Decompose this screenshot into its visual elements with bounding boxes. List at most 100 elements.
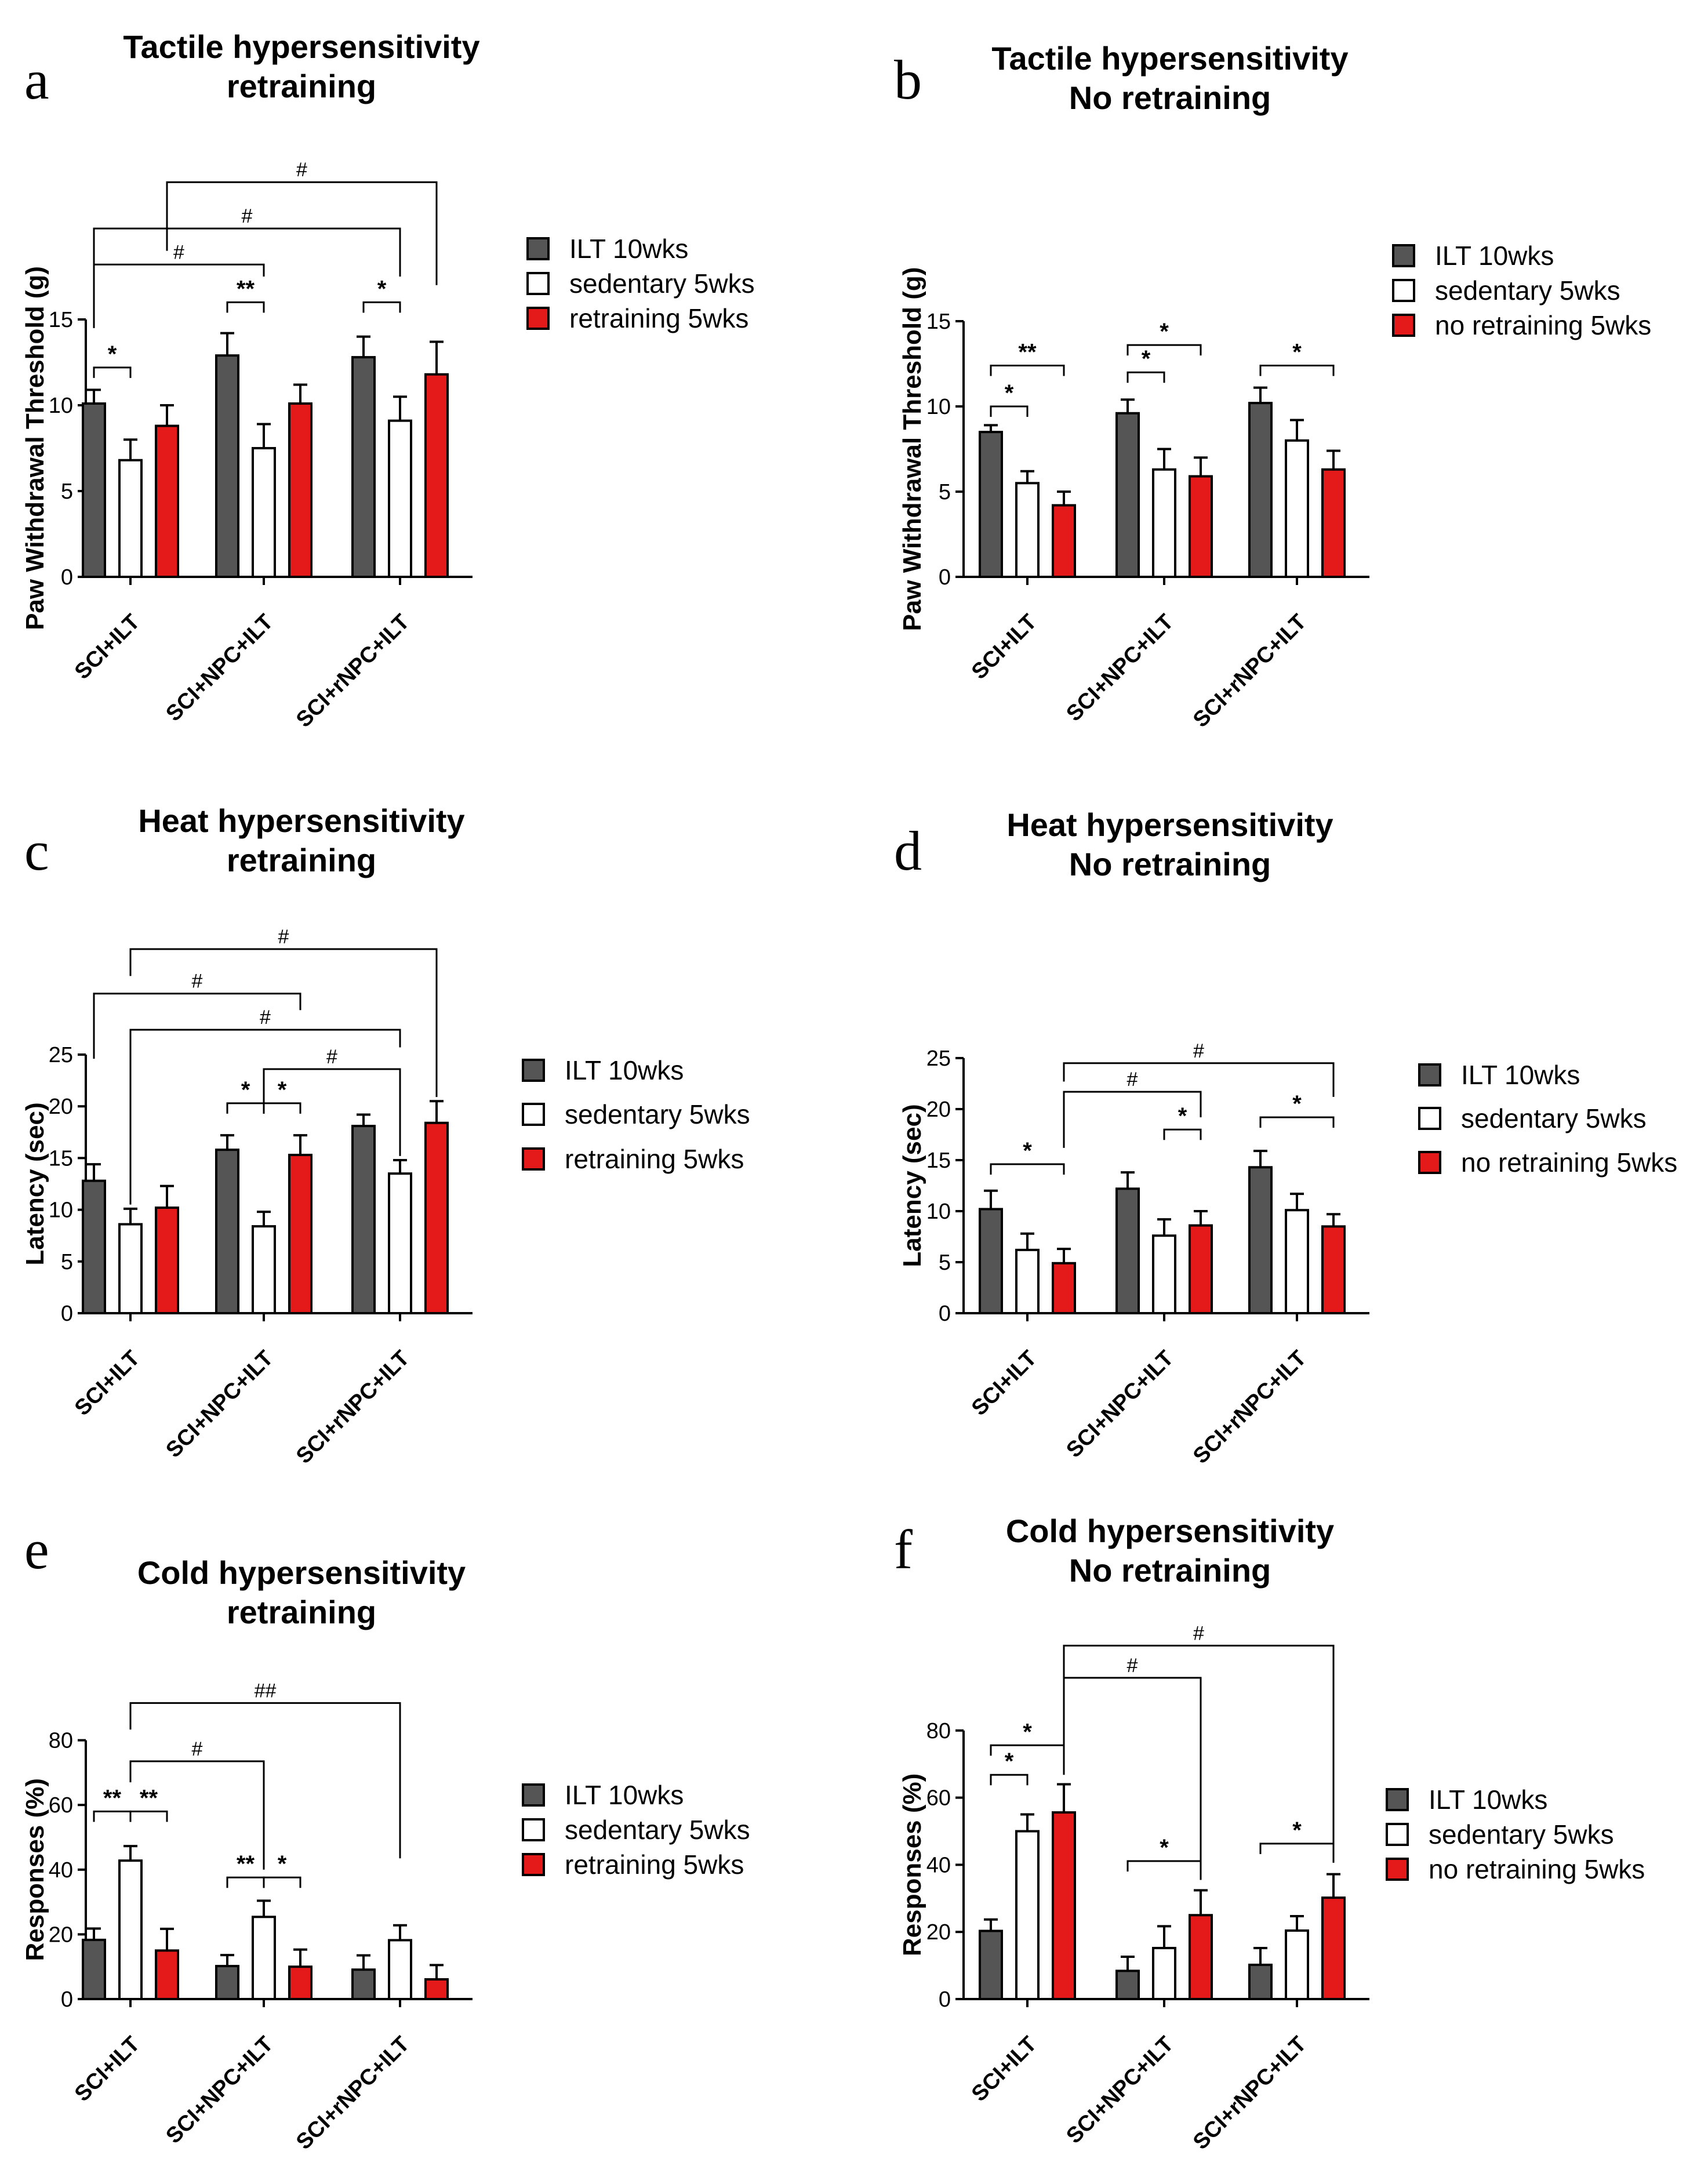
bar [1189,1224,1213,1314]
y-axis-label: Responses (%) [898,1774,926,1956]
chart-title-line: Tactile hypersensitivity [991,40,1348,77]
category-label: SCI+NPC+ILT [161,1346,278,1463]
y-tick-label: 5 [939,480,951,504]
bar [979,1929,1003,2000]
category-label: SCI+ILT [70,2032,144,2106]
category-label: SCI+NPC+ILT [161,2032,278,2149]
bar [351,1968,376,2000]
significance-label: # [260,1006,271,1029]
chart-title-line: retraining [227,1594,376,1630]
y-tick-label: 80 [49,1729,73,1753]
y-tick-label: 20 [926,1098,951,1122]
bar [1285,439,1309,578]
legend-label: sedentary 5wks [1461,1103,1647,1133]
y-tick-label: 0 [939,565,951,590]
legend-swatch [522,1853,545,1876]
bar [351,1125,376,1314]
legend-label: sedentary 5wks [565,1099,750,1129]
legend-swatch [1392,279,1415,302]
significance-bracket [1063,1644,1335,1863]
legend-swatch [522,1783,545,1807]
y-tick-label: 60 [49,1793,73,1818]
y-tick-label: 20 [49,1923,73,1947]
significance-bracket [1259,1116,1335,1128]
y-tick-label: 10 [49,394,73,418]
y-tick-label: 15 [49,308,73,332]
y-tick-label: 40 [49,1858,73,1883]
bar [288,1965,312,2000]
y-tick-label: 10 [49,1198,73,1223]
y-tick-label: 5 [61,1250,73,1274]
chart-title-line: Heat hypersensitivity [1006,806,1333,843]
significance-bracket [129,1760,265,1870]
y-tick-label: 0 [939,1987,951,2012]
y-tick-label: 5 [61,479,73,504]
category-label: SCI+ILT [967,610,1041,684]
significance-bracket [1163,1128,1202,1140]
legend-label: no retraining 5wks [1435,310,1651,340]
bar [424,1121,449,1315]
chart-title-line: No retraining [1069,846,1271,882]
legend-swatch [522,1059,545,1082]
significance-bracket [362,301,401,313]
significance-label: * [1023,1138,1032,1164]
significance-bracket [129,1702,401,1859]
bar [1052,1811,1076,2000]
significance-bracket [990,1163,1065,1175]
legend-swatch [526,237,550,260]
panel-letter: a [24,49,49,111]
significance-label: # [1193,1622,1204,1644]
significance-label: * [1160,319,1169,344]
legend-swatch [526,272,550,295]
significance-bracket [1259,1843,1335,1854]
y-axis-label: Latency (sec) [898,1104,926,1267]
y-tick-label: 60 [926,1786,951,1811]
bar [288,402,312,578]
significance-label: ## [255,1680,277,1702]
significance-label: # [278,926,289,948]
y-tick-label: 25 [49,1043,73,1067]
bar [252,447,276,578]
significance-bracket [263,1068,401,1156]
significance-bracket [129,1810,168,1822]
significance-label: # [1127,1655,1138,1677]
significance-label: # [1127,1069,1138,1091]
significance-label: # [1193,1040,1204,1062]
significance-label: * [241,1077,250,1103]
bar [388,419,412,578]
y-axis-label: Latency (sec) [21,1102,49,1265]
bar [215,1965,239,2000]
legend-swatch [1386,1858,1409,1881]
chart-title-line: Cold hypersensitivity [1006,1513,1334,1549]
bar [1115,1187,1140,1315]
significance-bracket [1126,344,1202,356]
bar [288,1154,312,1314]
significance-label: # [192,971,203,993]
legend-swatch [526,307,550,330]
bar [388,1172,412,1315]
legend-label: no retraining 5wks [1461,1147,1677,1178]
y-tick-label: 10 [926,1200,951,1224]
bar [1321,1225,1346,1314]
significance-bracket [1126,1860,1202,1872]
legend-swatch [1418,1063,1441,1086]
y-tick-label: 20 [49,1095,73,1119]
bar [252,1916,276,2001]
y-tick-label: 25 [926,1046,951,1071]
significance-bracket [1063,1677,1202,1880]
legend-label: retraining 5wks [565,1849,744,1880]
category-label: SCI+rNPC+ILT [292,2032,414,2154]
significance-label: # [296,159,307,181]
category-label: SCI+rNPC+ILT [1189,2032,1311,2154]
bar [1152,468,1176,579]
significance-bracket [166,181,438,285]
significance-label: * [1023,1719,1032,1745]
bar [1115,412,1140,578]
significance-bracket [1063,1091,1202,1148]
significance-label: ** [237,1851,255,1877]
bar [1115,1969,1140,2001]
chart-title-line: retraining [227,68,376,104]
legend-swatch [522,1818,545,1841]
significance-bracket [129,948,438,1098]
